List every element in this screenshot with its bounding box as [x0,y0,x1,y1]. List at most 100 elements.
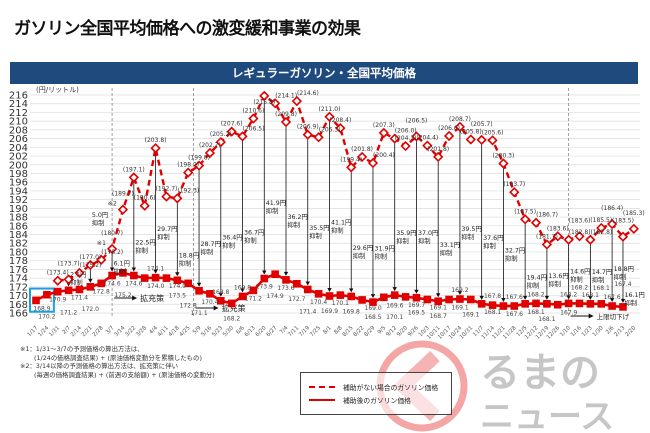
y-tick-label: 200 [9,160,28,171]
data-label-without-subsidy-group: (206.3) [319,126,341,133]
suppression-amount: 31.9円 [374,245,394,253]
data-label-without-subsidy-group: (198.2) [177,162,199,169]
data-point-with-subsidy [173,276,182,285]
data-point-without-subsidy [520,214,531,225]
x-tick-label: 3/7 [105,325,116,336]
x-tick-label: 4/25 [179,325,192,338]
data-label-with-subsidy-group: 172.7 [288,296,305,303]
data-label-without-subsidy: (206.5) [243,125,265,132]
x-tick-label: 6/20 [255,325,268,338]
data-point-with-subsidy [608,302,616,310]
x-tick-label: 9/20 [396,325,409,338]
data-label-with-subsidy-group: 169.1 [462,311,479,318]
data-label-with-subsidy: 171.2 [245,295,262,302]
x-tick-label: 8/8 [333,325,344,336]
data-point-with-subsidy [336,291,345,299]
suppression-amount: 29.6円 [353,244,373,252]
data-label-with-subsidy-group: 167.6 [506,294,523,301]
data-label-without-subsidy-group: (204.4) [416,135,438,142]
data-label-with-subsidy: 169.6 [386,302,403,309]
data-label-with-subsidy: 168.2 [223,315,240,322]
data-point-without-subsidy [433,151,444,163]
data-label-with-subsidy: 168.2 [560,291,577,298]
data-label-with-subsidy: 171.4 [299,308,316,315]
data-point-without-subsidy [324,111,335,122]
data-point-without-subsidy [193,160,205,171]
suppression-arrow-head [196,282,202,287]
suppression-amount: 41.9円 [266,199,286,207]
data-label-without-subsidy-group: (197.1) [123,166,145,173]
data-label-with-subsidy-group: 167.4 [614,281,631,288]
data-label-without-subsidy: (182.8) [569,229,591,236]
suppression-label: 抑制 [614,272,627,281]
x-tick-label: 6/6 [235,325,246,336]
suppression-amount: 37.6円 [483,234,503,242]
data-label-with-subsidy: 169.1 [430,304,447,311]
suppression-amount: 36.7円 [244,228,264,236]
data-label-with-subsidy: 167.8 [484,293,501,300]
data-label-without-subsidy-group: (193.7) [503,181,525,188]
data-label-with-subsidy-group: 168.1 [582,292,599,299]
data-point-with-subsidy [532,299,540,308]
data-label-without-subsidy-group: (173.4) [47,270,69,277]
data-point-with-subsidy [314,290,323,298]
data-label-with-subsidy: 168.5 [364,314,381,321]
x-tick-label: 4/18 [168,325,181,338]
data-point-with-subsidy [488,301,497,309]
suppression-amount: 32.7円 [505,247,525,255]
phase-label: 上限切下げ [597,312,630,321]
data-label-without-subsidy-group: (185.5) [590,217,612,224]
data-label-with-subsidy-group: 171.2 [60,309,77,316]
data-label-without-subsidy: (198.2) [177,162,199,169]
y-tick-label: 202 [9,152,28,163]
suppression-amount: 5.0円 [92,211,108,219]
data-label-with-subsidy-group: 167.9 [560,310,577,317]
data-label-with-subsidy-group: 174.0 [147,283,164,290]
suppression-arrow-head [131,267,137,272]
data-label-without-subsidy-group: (206.5) [243,125,265,132]
x-tick-label: 2/7 [62,325,73,336]
suppression-arrow-head [544,295,550,300]
y-tick-label: 188 [9,213,28,224]
data-label-with-subsidy-group: 169.5 [408,310,425,317]
data-label-with-subsidy: 168.1 [593,285,610,292]
data-point-with-subsidy [401,293,410,301]
suppression-label: 抑制 [266,206,279,215]
legend-label: 補助後のガソリン価格 [343,397,411,405]
data-label-without-subsidy: (183.6) [547,225,569,232]
data-label-without-subsidy-group: (207.6) [221,121,243,128]
data-label-with-subsidy-group: 174.6 [125,281,142,288]
footnotes: ※1：1/31～3/7の予測価格の算出方法は、 (1/24の価格調査結果) + … [20,345,215,379]
data-point-with-subsidy [586,300,595,308]
data-label-without-subsidy-group: (185.3) [623,210,645,217]
data-label-without-subsidy: (206.0) [395,128,417,135]
data-point-without-subsidy [465,134,476,145]
data-label-with-subsidy-group: 168.1 [593,285,610,292]
data-point-without-subsidy [443,130,455,142]
data-point-without-subsidy [183,167,194,178]
data-label-with-subsidy-group: 169.8 [234,284,251,291]
suppression-arrow-head [435,293,441,298]
x-tick-label: 2/20 [624,325,637,338]
legend-label: 補助がない場合のガソリン価格 [343,384,439,392]
y-tick-label: 210 [9,117,28,128]
suppression-amount: 2.5円 [70,270,86,278]
y-tick-label: 214 [9,99,28,110]
data-label-without-subsidy-group: (205.2) [210,131,232,138]
x-tick-label: 8/15 [342,325,355,338]
phase-arrow-head [132,295,138,301]
data-label-with-subsidy-group: 168.2 [571,284,588,291]
data-label-with-subsidy-group: 173.9 [256,284,273,291]
data-label-without-subsidy: (205.6) [482,129,504,136]
suppression-arrow-head [457,291,463,296]
data-label-with-subsidy-group: 171.4 [299,308,316,315]
note-1-formula: (1/24の価格調査結果) + (原油価格変動分を累積したもの) [34,353,202,362]
data-label-without-subsidy-group: (204.3) [395,135,417,142]
solid-line-swatch [309,399,335,401]
data-label-without-subsidy-group: (205.8) [460,128,482,135]
data-label-without-subsidy: (185.3) [623,210,645,217]
data-label-with-subsidy-group: 172.0 [82,306,99,313]
